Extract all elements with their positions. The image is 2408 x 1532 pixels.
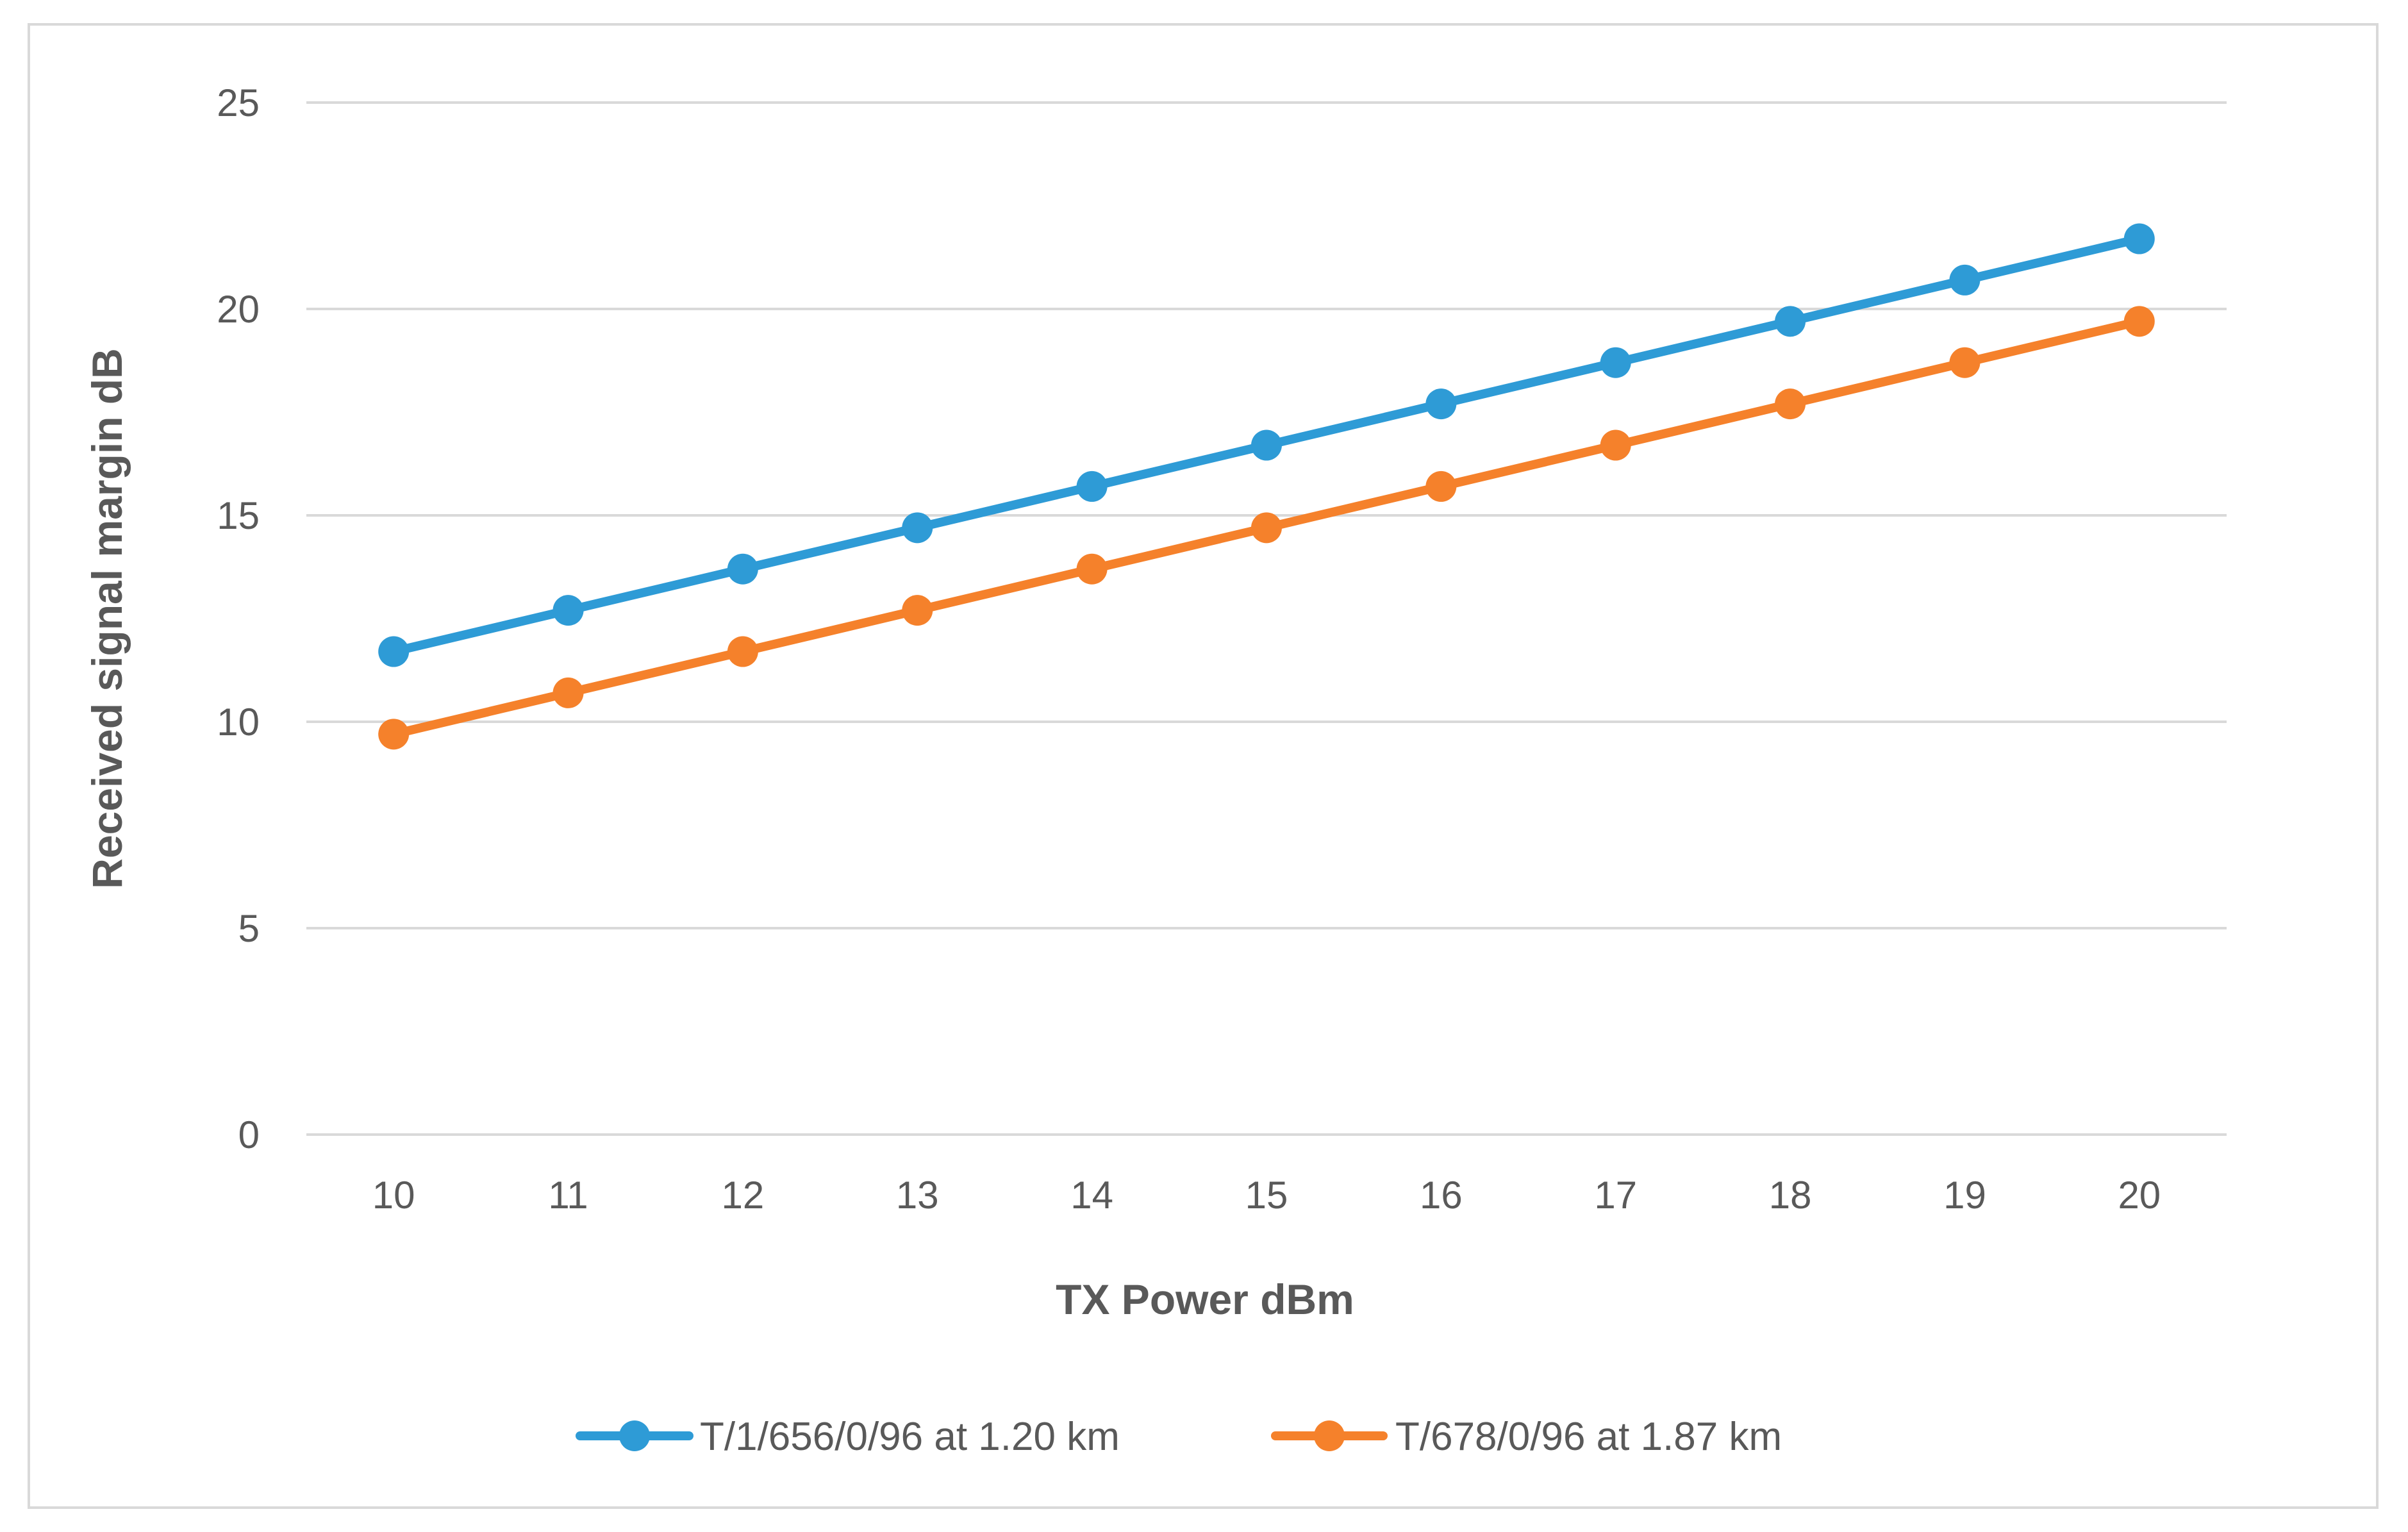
data-point (1425, 388, 1457, 420)
data-point (378, 719, 410, 750)
data-point (1600, 347, 1631, 378)
data-point (727, 553, 758, 585)
data-point (1600, 429, 1631, 461)
data-point (2123, 223, 2155, 254)
legend-label: T/678/0/96 at 1.87 km (1395, 1415, 1782, 1459)
data-point (1949, 264, 1980, 296)
x-tick-label: 20 (2118, 1174, 2161, 1217)
y-tick-label: 5 (238, 907, 260, 950)
y-axis-title: Received signal margin dB (83, 348, 131, 889)
legend: T/1/656/0/96 at 1.20 km T/678/0/96 at 1.8… (576, 1415, 1782, 1459)
x-tick-label: 11 (548, 1174, 588, 1217)
data-point (1251, 429, 1282, 461)
data-point (727, 636, 758, 667)
y-tick-label: 20 (217, 288, 260, 331)
series-group (378, 223, 2155, 750)
legend-marker (1314, 1420, 1345, 1451)
y-tick-label: 0 (238, 1113, 260, 1156)
data-point (1425, 470, 1457, 502)
x-tick-label: 14 (1070, 1174, 1113, 1217)
legend-entry-1: T/1/656/0/96 at 1.20 km (576, 1415, 1120, 1459)
x-tick-label: 17 (1594, 1174, 1637, 1217)
data-point (2123, 306, 2155, 337)
x-tick-label: 13 (896, 1174, 939, 1217)
x-axis-title: TX Power dBm (1056, 1276, 1354, 1323)
x-tick-label: 18 (1769, 1174, 1812, 1217)
data-point (378, 636, 410, 667)
data-point (552, 677, 584, 708)
x-tick-label: 16 (1420, 1174, 1463, 1217)
series-1 (378, 223, 2155, 667)
legend-entry-2: T/678/0/96 at 1.87 km (1271, 1415, 1782, 1459)
legend-marker (619, 1420, 650, 1451)
x-tick-label: 10 (372, 1174, 415, 1217)
data-point (552, 595, 584, 626)
data-point (1949, 347, 1980, 378)
gridlines (306, 101, 2227, 1136)
x-tick-label: 19 (1943, 1174, 1986, 1217)
data-point (1076, 553, 1108, 585)
y-tick-label: 10 (217, 701, 260, 744)
data-point (902, 595, 933, 626)
x-tick-label: 15 (1245, 1174, 1288, 1217)
y-axis-ticks: 0 5 10 15 20 25 (217, 81, 260, 1156)
y-tick-label: 15 (217, 494, 260, 537)
x-tick-label: 12 (722, 1174, 765, 1217)
legend-label: T/1/656/0/96 at 1.20 km (700, 1415, 1120, 1459)
data-point (1076, 470, 1108, 502)
y-tick-label: 25 (217, 81, 260, 124)
data-point (1775, 306, 1806, 337)
data-point (1775, 388, 1806, 420)
series-2 (378, 306, 2155, 750)
data-point (902, 512, 933, 544)
data-point (1251, 512, 1282, 544)
x-axis-ticks: 10 11 12 13 14 15 16 17 18 19 20 (372, 1174, 2161, 1217)
